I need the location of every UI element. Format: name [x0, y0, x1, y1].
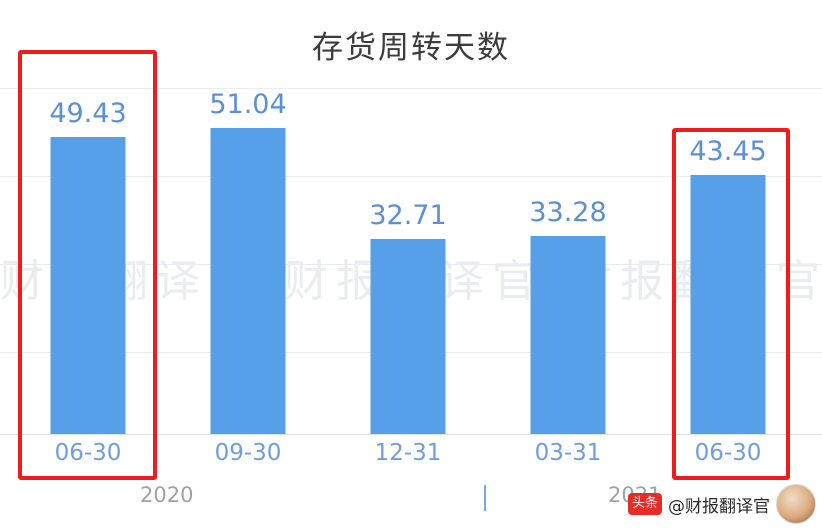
bar-group-1[interactable]: 51.04 — [168, 80, 328, 435]
bar-0[interactable] — [50, 137, 126, 435]
bar-group-3[interactable]: 33.28 — [488, 80, 648, 435]
bar-group-2[interactable]: 32.71 — [328, 80, 488, 435]
bar-value-4: 43.45 — [689, 136, 767, 167]
avatar — [776, 484, 816, 524]
gridline — [0, 88, 822, 89]
attribution-account: @财报翻译官 — [668, 496, 770, 517]
plot-area: 49.43 51.04 32.71 33.28 43.45 — [0, 80, 822, 435]
x-axis-tick-1: 09-30 — [214, 440, 282, 466]
bar-4[interactable] — [690, 175, 766, 435]
x-axis-tick-2: 12-31 — [374, 440, 442, 466]
bar-3[interactable] — [530, 236, 606, 435]
attribution: 头条 @财报翻译官 — [628, 484, 816, 524]
page-title: 存货周转天数 — [312, 30, 510, 66]
bar-value-1: 51.04 — [209, 89, 287, 120]
x-axis-group-separator — [484, 485, 486, 511]
x-axis-tick-0: 06-30 — [54, 440, 122, 466]
bar-2[interactable] — [370, 239, 446, 435]
axis-baseline — [0, 434, 822, 435]
bar-value-0: 49.43 — [49, 98, 127, 129]
bar-value-2: 32.71 — [369, 200, 447, 231]
x-axis-tick-3: 03-31 — [534, 440, 602, 466]
gridline — [0, 176, 822, 177]
x-axis-group-label-2020: 2020 — [140, 483, 194, 507]
bar-value-3: 33.28 — [529, 197, 607, 228]
bar-1[interactable] — [210, 128, 286, 435]
highlight-box-first-bar — [18, 50, 157, 480]
highlight-box-last-bar — [672, 128, 790, 480]
bar-group-4[interactable]: 43.45 — [648, 80, 808, 435]
bar-group-0[interactable]: 49.43 — [8, 80, 168, 435]
x-axis-tick-4: 06-30 — [694, 440, 762, 466]
toutiao-badge: 头条 — [628, 493, 662, 515]
